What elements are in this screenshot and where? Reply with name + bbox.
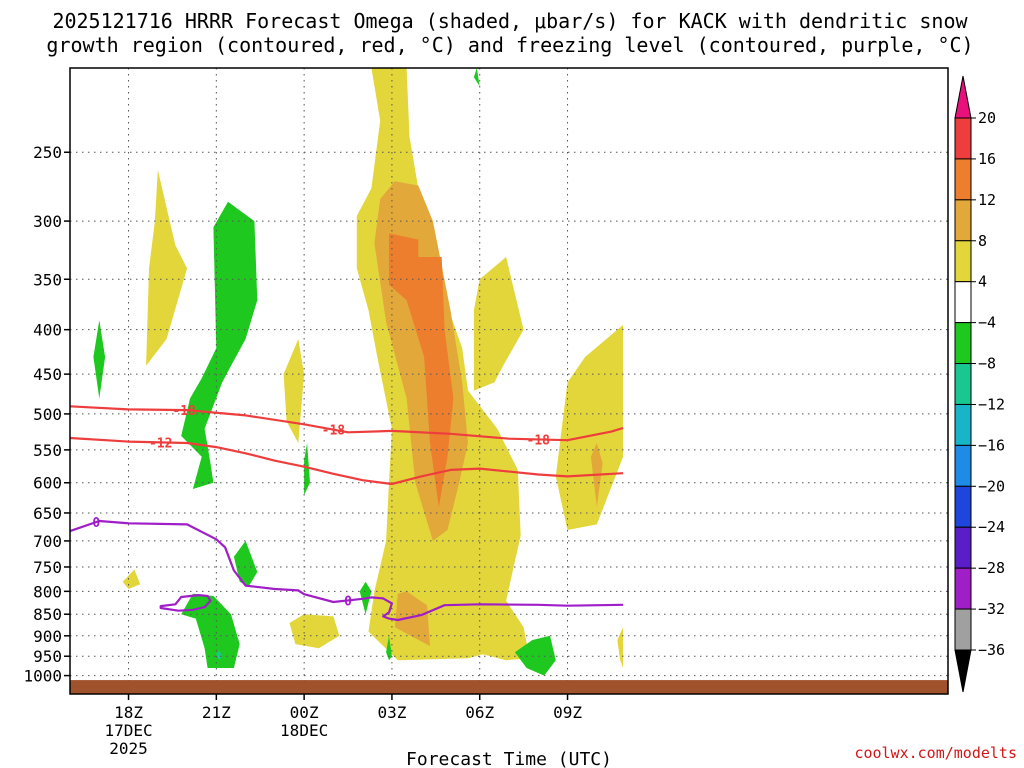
colorbar-swatch (954, 526, 972, 569)
y-tick-label: 500 (33, 405, 62, 424)
omega-region-7 (289, 614, 340, 649)
omega-shading (93, 68, 624, 676)
colorbar-label: −28 (978, 559, 1005, 577)
chart-title-line2: growth region (contoured, red, °C) and f… (46, 33, 973, 57)
x-tick-label: 06Z (465, 703, 494, 722)
colorbar-label: −16 (978, 436, 1005, 454)
y-tick-label: 850 (33, 605, 62, 624)
omega-region-6 (122, 569, 141, 589)
x-tick-label: 00Z (290, 703, 319, 722)
omega-region-14 (304, 443, 310, 496)
colorbar-label: 8 (978, 232, 987, 250)
colorbar-swatch (954, 567, 972, 610)
colorbar-label: −36 (978, 641, 1005, 659)
y-tick-label: 650 (33, 504, 62, 523)
plot-frame (69, 67, 949, 695)
y-tick-label: 400 (33, 321, 62, 340)
y-tick-label: 250 (33, 143, 62, 162)
colorbar-swatch (954, 117, 972, 160)
x-axis-label: Forecast Time (UTC) (406, 749, 612, 768)
y-tick-label: 350 (33, 270, 62, 289)
colorbar-swatch (954, 281, 972, 324)
omega-region-13 (93, 320, 106, 399)
dgz-contour-0 (69, 405, 624, 442)
y-tick-label: 600 (33, 474, 62, 493)
y-axis: 250 300 350 400 450 500 550 600 650 700 750 800 850 9… (23, 143, 70, 686)
grid-lines (70, 68, 948, 694)
dgz-contour-label: -18 (172, 404, 196, 419)
x-tick-label: 09Z (553, 703, 582, 722)
x-tick-label: 18Z (114, 703, 143, 722)
y-tick-label: 300 (33, 212, 62, 231)
colorbar-label: 12 (978, 191, 996, 209)
omega-region-16 (181, 593, 240, 668)
y-tick-label: 900 (33, 627, 62, 646)
omega-region-19 (514, 635, 556, 676)
freezing-contour-label: 0 (344, 594, 352, 609)
colorbar-label: −8 (978, 355, 996, 373)
x-tick-label: 18DEC (280, 721, 328, 740)
dgz-contour-1 (69, 436, 624, 486)
omega-region-8 (473, 257, 524, 391)
colorbar-swatch (954, 322, 972, 365)
colorbar: 20 16 12 8 4 −4 −8 −12 −16 −20 −24 −28 −32 −36 (954, 75, 1005, 693)
colorbar-label: −24 (978, 518, 1005, 536)
ground-bar (70, 680, 948, 694)
colorbar-label: 4 (978, 273, 987, 291)
colorbar-swatch (954, 199, 972, 242)
credit-text: coolwx.com/modelts (854, 744, 1017, 762)
ground (70, 680, 948, 694)
y-tick-label: 1000 (23, 667, 62, 686)
omega-region-4 (146, 169, 188, 366)
colorbar-label: −12 (978, 395, 1005, 413)
x-tick-label: 21Z (202, 703, 231, 722)
y-tick-label: 750 (33, 558, 62, 577)
omega-region-2 (394, 591, 430, 647)
colorbar-bottom-arrow (954, 649, 972, 693)
colorbar-label: 16 (978, 150, 996, 168)
colorbar-swatch (954, 608, 972, 651)
dgz-contour-label: -18 (527, 433, 551, 448)
contours: -18 -18 -18 -12 0 0 (69, 404, 624, 622)
colorbar-label: −20 (978, 477, 1005, 495)
chart-title-line1: 2025121716 HRRR Forecast Omega (shaded, … (52, 9, 968, 33)
omega-region-18 (386, 635, 392, 661)
x-tick-label: 2025 (109, 739, 148, 758)
y-tick-label: 800 (33, 582, 62, 601)
colorbar-label: 20 (978, 109, 996, 127)
colorbar-label: −32 (978, 600, 1005, 618)
plot-area: -18 -18 -18 -12 0 0 (69, 67, 949, 695)
colorbar-label: −4 (978, 314, 996, 332)
omega-region-12 (181, 201, 258, 489)
colorbar-swatch (954, 240, 972, 283)
x-tick-label: 03Z (377, 703, 406, 722)
omega-region-20 (473, 68, 480, 87)
colorbar-swatch (954, 158, 972, 201)
y-tick-label: 950 (33, 647, 62, 666)
freezing-contour-0 (69, 519, 624, 622)
omega-region-5 (283, 339, 305, 443)
y-tick-label: 700 (33, 532, 62, 551)
omega-region-3 (389, 233, 454, 508)
x-tick-label: 17DEC (104, 721, 152, 740)
dgz-contour-label: -18 (322, 424, 346, 439)
colorbar-swatch (954, 403, 972, 446)
omega-region-21 (216, 650, 223, 661)
colorbar-swatch (954, 363, 972, 405)
colorbar-swatch (954, 485, 972, 528)
omega-region-11 (617, 627, 624, 668)
colorbar-swatch (954, 444, 972, 487)
freezing-contour-label: 0 (92, 516, 100, 531)
omega-region-9 (555, 324, 624, 530)
y-tick-label: 450 (33, 365, 62, 384)
colorbar-top-arrow (954, 75, 972, 119)
y-tick-label: 550 (33, 441, 62, 460)
omega-region-15 (233, 540, 258, 587)
dgz-contour-label: -12 (149, 436, 172, 451)
freezing-contour-1 (159, 593, 212, 612)
